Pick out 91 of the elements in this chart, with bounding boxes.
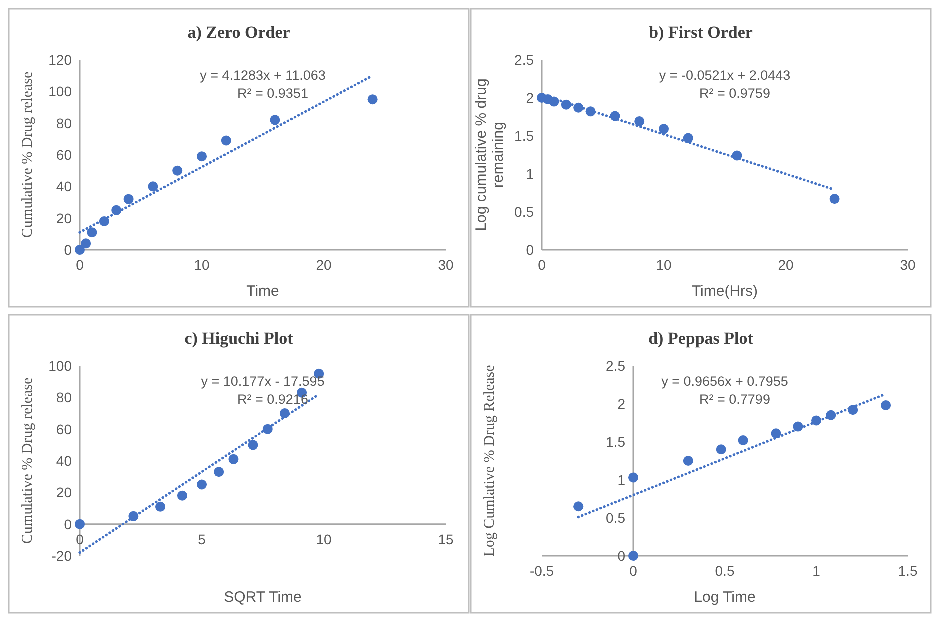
point (87, 228, 98, 238)
point (368, 94, 378, 105)
annotation: R² = 0.7799 (700, 392, 770, 407)
x-tick-label: 0 (76, 531, 84, 548)
annotation: y = 0.9656x + 0.7955 (662, 374, 788, 389)
point (156, 502, 166, 512)
y-tick-label: 0 (618, 548, 626, 564)
point (716, 444, 726, 455)
y-tick-label: 2.5 (514, 52, 534, 68)
chart-title: b) First Order (649, 23, 754, 42)
chart-title: a) Zero Order (188, 23, 291, 42)
annotation: R² = 0.9351 (238, 86, 308, 101)
y-tick-label: 1.5 (606, 434, 626, 450)
x-tick-label: 10 (194, 257, 210, 273)
annotation: y = 4.1283x + 11.063 (200, 68, 326, 83)
y-tick-label: 40 (56, 178, 72, 195)
y-tick-label: 100 (48, 358, 72, 374)
x-axis-title: Time (246, 283, 280, 300)
x-tick-label: 20 (778, 257, 794, 273)
y-tick-label: 60 (56, 421, 72, 438)
x-axis-title: SQRT Time (224, 589, 302, 606)
y-tick-label: 0 (526, 242, 534, 258)
y-tick-label: 20 (56, 210, 72, 226)
x-tick-label: 10 (316, 531, 332, 548)
point (771, 428, 782, 439)
point (214, 467, 224, 478)
chart-title: d) Peppas Plot (648, 329, 754, 348)
chart-title: c) Higuchi Plot (184, 329, 294, 348)
y-axis-title: Log cumulative % drug remaining (473, 78, 507, 232)
point (172, 166, 183, 176)
x-tick-label: 0 (538, 257, 546, 273)
x-tick-label: 0.5 (715, 563, 735, 579)
x-tick-label: 15 (438, 531, 454, 548)
point (830, 194, 840, 204)
x-tick-label: 10 (656, 257, 672, 273)
point (177, 490, 188, 501)
point (248, 440, 258, 450)
point (148, 182, 158, 192)
y-tick-label: 0.5 (606, 510, 626, 526)
point (628, 472, 638, 483)
x-tick-label: -0.5 (530, 563, 554, 579)
y-tick-label: 80 (56, 115, 72, 132)
x-tick-label: 0 (630, 563, 638, 579)
y-tick-label: 100 (48, 84, 72, 100)
point (628, 551, 638, 561)
y-tick-label: 20 (56, 484, 72, 501)
y-tick-label: 80 (56, 390, 72, 406)
y-tick-label: 2 (526, 90, 534, 106)
point (683, 456, 694, 466)
y-tick-label: 1.5 (514, 128, 534, 144)
annotation: y = 10.177x - 17.595 (201, 374, 325, 389)
x-tick-label: 0 (76, 257, 84, 273)
y-tick-label: 0 (64, 242, 72, 258)
point (197, 480, 207, 490)
y-tick-label: 1 (526, 166, 534, 182)
x-tick-label: 20 (316, 257, 332, 273)
x-tick-label: 30 (900, 257, 916, 273)
point (574, 502, 584, 512)
y-tick-label: 0 (64, 516, 72, 532)
x-tick-label: 1.5 (898, 563, 918, 579)
point (197, 152, 207, 162)
point (228, 454, 239, 464)
y-tick-label: 1 (618, 472, 626, 488)
y-axis-title: Cumulative % Drug release (20, 378, 36, 544)
x-tick-label: 1 (812, 563, 821, 579)
point (270, 115, 280, 126)
y-tick-label: 120 (48, 52, 72, 68)
y-tick-label: 2 (618, 396, 626, 412)
point (75, 245, 85, 255)
point (634, 116, 645, 127)
x-tick-label: 30 (438, 257, 454, 273)
point (75, 519, 85, 530)
point (881, 400, 892, 411)
point (659, 124, 669, 134)
y-tick-label: 60 (56, 147, 72, 163)
point (81, 238, 92, 249)
y-axis-title: Log Cumlative % Drug Release (482, 364, 498, 557)
annotation: R² = 0.9216 (238, 392, 308, 407)
y-axis-title: Cumulative % Drug release (20, 72, 36, 238)
point (738, 435, 748, 446)
x-axis-title: Log Time (694, 589, 756, 606)
annotation: R² = 0.9759 (700, 86, 770, 101)
y-tick-label: 2.5 (606, 358, 626, 374)
y-tick-label: 40 (56, 453, 72, 469)
point (124, 194, 134, 204)
y-tick-label: 0.5 (514, 204, 534, 220)
x-axis-title: Time(Hrs) (692, 283, 758, 300)
point (221, 136, 232, 146)
x-tick-label: 5 (198, 531, 206, 548)
y-tick-label: -20 (52, 548, 72, 564)
annotation: y = -0.0521x + 2.0443 (659, 68, 791, 83)
